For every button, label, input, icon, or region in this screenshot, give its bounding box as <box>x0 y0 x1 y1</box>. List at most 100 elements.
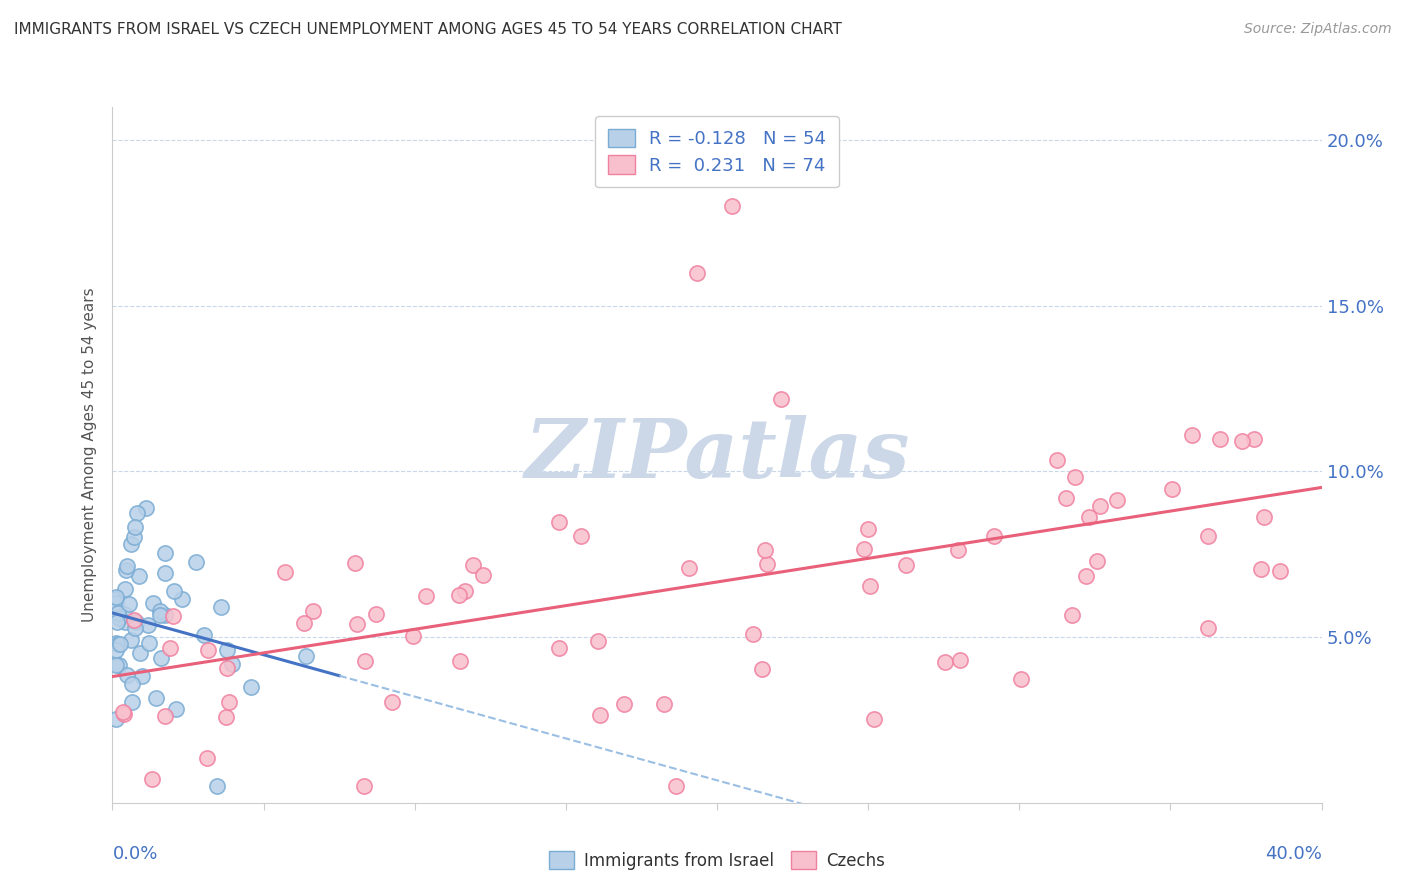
Point <box>548 641 571 656</box>
Point <box>1197 622 1219 636</box>
Point <box>949 652 972 666</box>
Point <box>769 392 792 407</box>
Point <box>1250 561 1272 575</box>
Point <box>104 591 127 606</box>
Point <box>121 677 143 691</box>
Point <box>472 567 495 582</box>
Point <box>652 697 675 711</box>
Point <box>401 629 423 643</box>
Point <box>1046 452 1069 467</box>
Point <box>163 583 186 598</box>
Point <box>195 750 218 764</box>
Point <box>136 618 159 632</box>
Point <box>149 604 172 618</box>
Text: Source: ZipAtlas.com: Source: ZipAtlas.com <box>1244 22 1392 37</box>
Point <box>678 560 700 574</box>
Point <box>165 701 187 715</box>
Point <box>104 657 127 672</box>
Point <box>108 611 131 625</box>
Point <box>115 563 138 577</box>
Point <box>294 648 316 663</box>
Point <box>858 523 880 537</box>
Y-axis label: Unemployment Among Ages 45 to 54 years: Unemployment Among Ages 45 to 54 years <box>82 287 97 623</box>
Point <box>112 705 135 719</box>
Point <box>141 772 163 786</box>
Point <box>1078 510 1101 524</box>
Point <box>983 529 1005 543</box>
Point <box>240 680 263 694</box>
Point <box>588 708 610 723</box>
Point <box>104 712 127 726</box>
Point <box>1064 470 1087 484</box>
Point <box>221 657 243 671</box>
Point <box>150 650 173 665</box>
Point <box>155 566 177 581</box>
Point <box>742 627 765 641</box>
Point <box>209 599 232 614</box>
Point <box>415 589 437 603</box>
Point <box>129 646 152 660</box>
Point <box>1161 482 1184 496</box>
Point <box>115 558 138 573</box>
Point <box>205 779 228 793</box>
Point <box>1230 434 1253 449</box>
Point <box>1060 608 1083 623</box>
Point <box>155 546 177 560</box>
Point <box>121 694 143 708</box>
Point <box>124 520 146 534</box>
Point <box>104 636 127 650</box>
Point <box>586 634 609 648</box>
Point <box>215 642 238 657</box>
Point <box>569 529 592 543</box>
Point <box>217 661 239 675</box>
Point <box>120 537 142 551</box>
Point <box>117 667 139 681</box>
Point <box>454 583 477 598</box>
Point <box>107 606 129 620</box>
Point <box>346 617 368 632</box>
Point <box>112 607 135 622</box>
Point <box>756 558 779 572</box>
Point <box>1054 491 1077 505</box>
Point <box>125 506 148 520</box>
Point <box>193 627 215 641</box>
Point <box>114 615 136 629</box>
Point <box>1090 499 1112 513</box>
Point <box>862 712 884 726</box>
Point <box>214 710 236 724</box>
Point <box>853 541 876 556</box>
Point <box>153 709 176 723</box>
Point <box>613 697 636 711</box>
Point <box>104 596 127 610</box>
Point <box>159 641 181 656</box>
Point <box>120 633 142 648</box>
Point <box>292 616 315 631</box>
Point <box>105 615 128 629</box>
Point <box>135 501 157 516</box>
Point <box>934 655 956 669</box>
Point <box>665 779 688 793</box>
Point <box>1076 569 1098 583</box>
Point <box>381 694 404 708</box>
Point <box>186 555 208 569</box>
Point <box>1181 428 1204 442</box>
Point <box>124 621 146 635</box>
Point <box>344 556 367 570</box>
Point <box>859 579 882 593</box>
Point <box>153 607 176 622</box>
Point <box>122 529 145 543</box>
Point <box>1105 492 1128 507</box>
Point <box>145 690 167 705</box>
Point <box>1270 564 1292 578</box>
Point <box>107 657 129 672</box>
Point <box>353 779 375 793</box>
Point <box>354 654 377 668</box>
Point <box>124 615 146 630</box>
Text: IMMIGRANTS FROM ISRAEL VS CZECH UNEMPLOYMENT AMONG AGES 45 TO 54 YEARS CORRELATI: IMMIGRANTS FROM ISRAEL VS CZECH UNEMPLOY… <box>14 22 842 37</box>
Point <box>107 637 129 651</box>
Point <box>274 566 297 580</box>
Point <box>197 642 219 657</box>
Point <box>1253 510 1275 524</box>
Point <box>118 597 141 611</box>
Point <box>721 199 744 213</box>
